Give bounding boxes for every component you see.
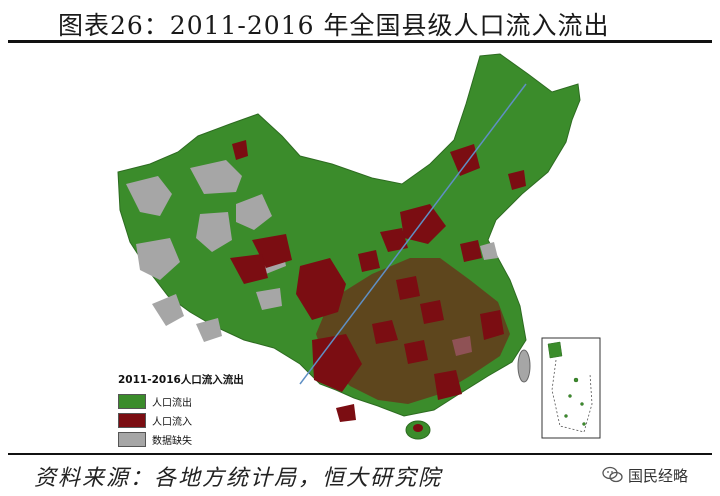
legend-swatch-outflow [118,394,146,409]
footer-divider [8,453,712,455]
hu-line [299,83,527,385]
legend-swatch-inflow [118,413,146,428]
legend-item-missing: 数据缺失 [118,430,268,449]
map-legend: 2011-2016人口流入流出 人口流出 人口流入 数据缺失 [118,372,268,452]
legend-label-outflow: 人口流出 [152,398,192,409]
wechat-icon [602,466,623,483]
china-population-map [0,44,720,452]
legend-label-missing: 数据缺失 [152,436,192,447]
taiwan-island [517,349,531,383]
watermark: 国民经略 [602,462,688,488]
watermark-text: 国民经略 [628,466,689,485]
inflow-regions [230,140,526,432]
inset-islands [547,341,586,426]
inset-dashed-border [551,359,593,433]
legend-item-outflow: 人口流出 [118,392,268,411]
page-title: 图表26：2011-2016 年全国县级人口流入流出 [58,11,610,40]
legend-swatch-missing [118,432,146,447]
title-divider [8,40,712,43]
legend-title: 2011-2016人口流入流出 [118,374,244,386]
legend-item-inflow: 人口流入 [118,411,268,430]
source-note: 资料来源：各地方统计局，恒大研究院 [34,466,443,491]
legend-label-inflow: 人口流入 [152,417,192,428]
